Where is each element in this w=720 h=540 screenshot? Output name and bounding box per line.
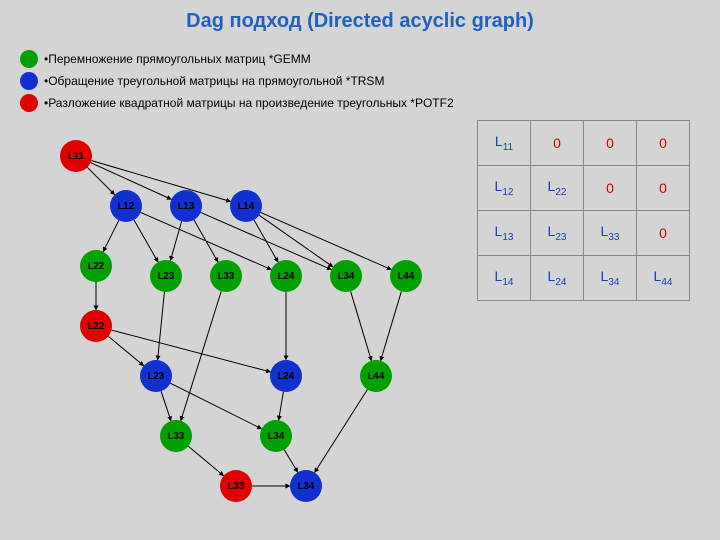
graph-node: L24 [270,260,302,292]
matrix-cell: 0 [584,121,637,166]
legend-item: •Перемножение прямоугольных матриц *GEMM [20,50,454,68]
graph-edge [108,336,143,366]
graph-edge [170,221,181,260]
graph-edge [103,220,119,251]
legend-item: •Обращение треугольной матрицы на прямоу… [20,72,454,90]
graph-node: L13 [170,190,202,222]
legend-dot [20,72,38,90]
matrix-cell: L12 [478,166,531,211]
graph-node: L12 [110,190,142,222]
matrix-cell: 0 [637,166,690,211]
graph-node: L33 [160,420,192,452]
legend: •Перемножение прямоугольных матриц *GEMM… [20,50,454,116]
matrix-cell: L22 [531,166,584,211]
legend-text: •Обращение треугольной матрицы на прямоу… [44,74,384,88]
graph-node: L34 [330,260,362,292]
matrix-cell: 0 [637,121,690,166]
graph-node: L33 [210,260,242,292]
graph-node: L34 [290,470,322,502]
graph-node: L33 [220,470,252,502]
graph-node: L23 [140,360,172,392]
graph-edge [111,330,270,372]
matrix-cell: L34 [584,256,637,301]
dag-graph: L11 L12 L13 L14 L22 L23 L33 L24 L34 L44 L22 L23 L24 L… [20,140,480,540]
graph-edge [181,291,221,420]
matrix-cell: 0 [531,121,584,166]
matrix-cell: L33 [584,211,637,256]
matrix-cell: 0 [637,211,690,256]
legend-dot [20,50,38,68]
page-title: Dag подход (Directed acyclic graph) [0,0,720,33]
graph-node: L34 [260,420,292,452]
graph-edge [188,446,223,476]
matrix-table: L11000L12L2200L13L23L330L14L24L34L44 [477,120,690,301]
matrix-cell: L13 [478,211,531,256]
matrix-cell: L11 [478,121,531,166]
graph-edge [161,391,171,421]
graph-edge [381,291,402,360]
graph-edge [351,291,372,360]
graph-node: L11 [60,140,92,172]
graph-edge [259,215,333,267]
matrix-cell: L14 [478,256,531,301]
graph-edge [134,220,158,262]
graph-edge [315,389,368,472]
legend-text: •Разложение квадратной матрицы на произв… [44,96,454,110]
graph-node: L44 [390,260,422,292]
graph-edge [284,450,298,473]
graph-node: L14 [230,190,262,222]
legend-dot [20,94,38,112]
graph-edge [279,392,284,420]
graph-node: L22 [80,310,112,342]
graph-node: L44 [360,360,392,392]
graph-edge [91,161,230,202]
matrix-cell: L44 [637,256,690,301]
matrix-cell: 0 [584,166,637,211]
legend-text: •Перемножение прямоугольных матриц *GEMM [44,52,311,66]
matrix-cell: L23 [531,211,584,256]
graph-edge [158,292,165,360]
graph-node: L23 [150,260,182,292]
graph-node: L22 [80,250,112,282]
legend-item: •Разложение квадратной матрицы на произв… [20,94,454,112]
matrix-cell: L24 [531,256,584,301]
graph-node: L24 [270,360,302,392]
